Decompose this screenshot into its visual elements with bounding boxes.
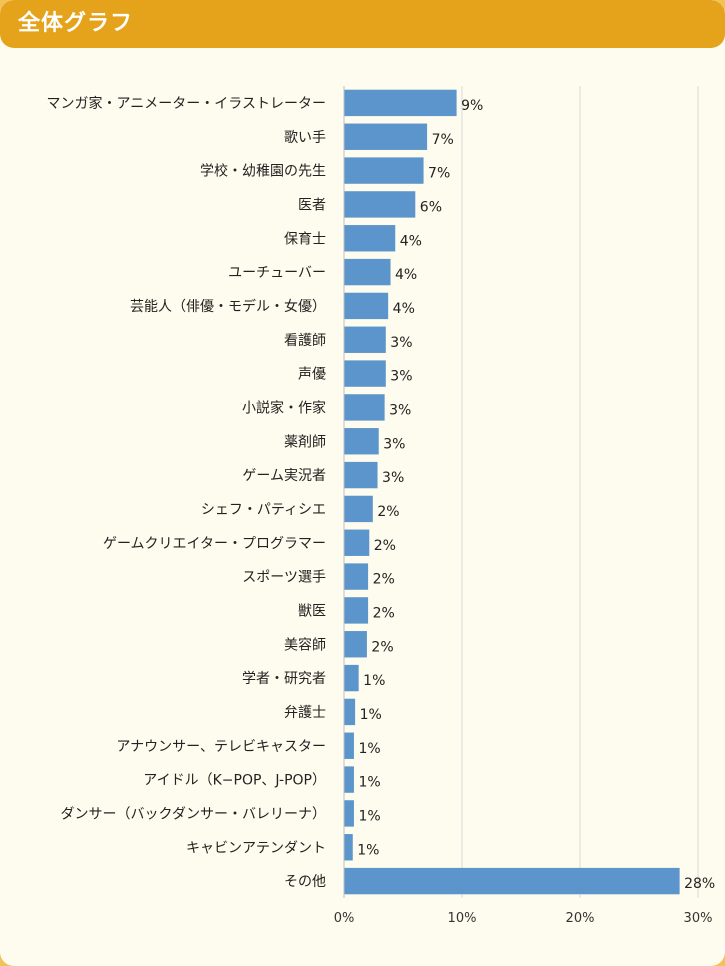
category-label: 獣医 xyxy=(298,603,326,619)
bar xyxy=(344,563,369,590)
category-label: シェフ・パティシエ xyxy=(201,502,326,518)
data-label: 9% xyxy=(461,98,483,114)
data-label: 2% xyxy=(377,504,399,520)
bar xyxy=(344,123,428,150)
bar xyxy=(344,867,680,895)
category-label: アナウンサー、テレビキャスター xyxy=(116,739,326,755)
data-label: 3% xyxy=(390,335,412,351)
bar xyxy=(344,191,416,218)
data-label: 28% xyxy=(684,876,715,892)
bar xyxy=(344,157,424,184)
data-label: 3% xyxy=(390,369,412,385)
data-label: 7% xyxy=(428,166,450,182)
bar xyxy=(344,631,367,658)
category-label: 学者・研究者 xyxy=(242,671,326,687)
bar xyxy=(344,394,385,421)
bar xyxy=(344,89,457,117)
data-label: 1% xyxy=(360,707,382,723)
data-label: 1% xyxy=(358,808,380,824)
category-label: 学校・幼稚園の先生 xyxy=(200,163,326,180)
bar xyxy=(344,800,354,827)
bar xyxy=(344,597,369,624)
category-label: 弁護士 xyxy=(284,705,326,721)
bar xyxy=(344,664,359,692)
bar xyxy=(344,495,373,523)
category-label: ダンサー（バックダンサー・バレリーナ） xyxy=(61,806,326,822)
bar xyxy=(344,225,396,252)
data-label: 1% xyxy=(357,842,379,858)
category-label: ゲーム実況者 xyxy=(242,468,326,484)
page-title: 全体グラフ xyxy=(18,11,134,36)
header-bar: 全体グラフ xyxy=(0,0,725,48)
bar xyxy=(344,258,391,286)
data-label: 2% xyxy=(374,538,396,554)
data-label: 4% xyxy=(393,301,415,317)
data-label: 4% xyxy=(395,267,417,283)
bar xyxy=(344,360,386,387)
data-label: 4% xyxy=(400,233,422,249)
data-label: 3% xyxy=(389,402,411,418)
category-label: 美容師 xyxy=(284,636,326,653)
category-label: 医者 xyxy=(298,197,326,213)
data-label: 2% xyxy=(373,605,395,621)
category-label: スポーツ選手 xyxy=(242,570,326,586)
bar xyxy=(344,529,370,556)
bar xyxy=(344,428,379,455)
data-label: 1% xyxy=(363,673,385,689)
x-tick-label: 10% xyxy=(448,911,477,926)
data-label: 2% xyxy=(371,639,393,655)
bar xyxy=(344,732,354,759)
category-label: 保育士 xyxy=(284,231,326,247)
bar xyxy=(344,461,378,489)
data-label: 3% xyxy=(382,470,404,486)
data-label: 1% xyxy=(358,741,380,757)
category-label: ゲームクリエイター・プログラマー xyxy=(103,536,326,552)
data-label: 3% xyxy=(383,436,405,452)
category-label: 声優 xyxy=(298,367,326,383)
category-label: その他 xyxy=(284,874,326,890)
category-label: 看護師 xyxy=(284,333,326,349)
bar xyxy=(344,326,386,353)
category-label: 芸能人（俳優・モデル・女優） xyxy=(130,298,326,315)
x-tick-label: 0% xyxy=(334,911,355,926)
bar xyxy=(344,292,389,320)
data-label: 7% xyxy=(432,132,454,148)
bar xyxy=(344,766,354,793)
category-label: キャビンアテンダント xyxy=(186,840,326,856)
category-label: 薬剤師 xyxy=(284,434,326,450)
data-label: 2% xyxy=(373,572,395,588)
category-label: アイドル（K−POP、J-POP） xyxy=(143,773,326,789)
data-label: 1% xyxy=(358,775,380,791)
x-tick-label: 30% xyxy=(684,911,713,926)
category-label: ユーチューバー xyxy=(228,265,326,281)
category-label: マンガ家・アニメーター・イラストレーター xyxy=(47,95,326,112)
category-label: 小説家・作家 xyxy=(242,399,326,416)
data-label: 6% xyxy=(420,199,442,215)
x-tick-label: 20% xyxy=(566,911,595,926)
bar xyxy=(344,834,353,861)
category-label: 歌い手 xyxy=(284,130,326,146)
bar xyxy=(344,698,356,726)
